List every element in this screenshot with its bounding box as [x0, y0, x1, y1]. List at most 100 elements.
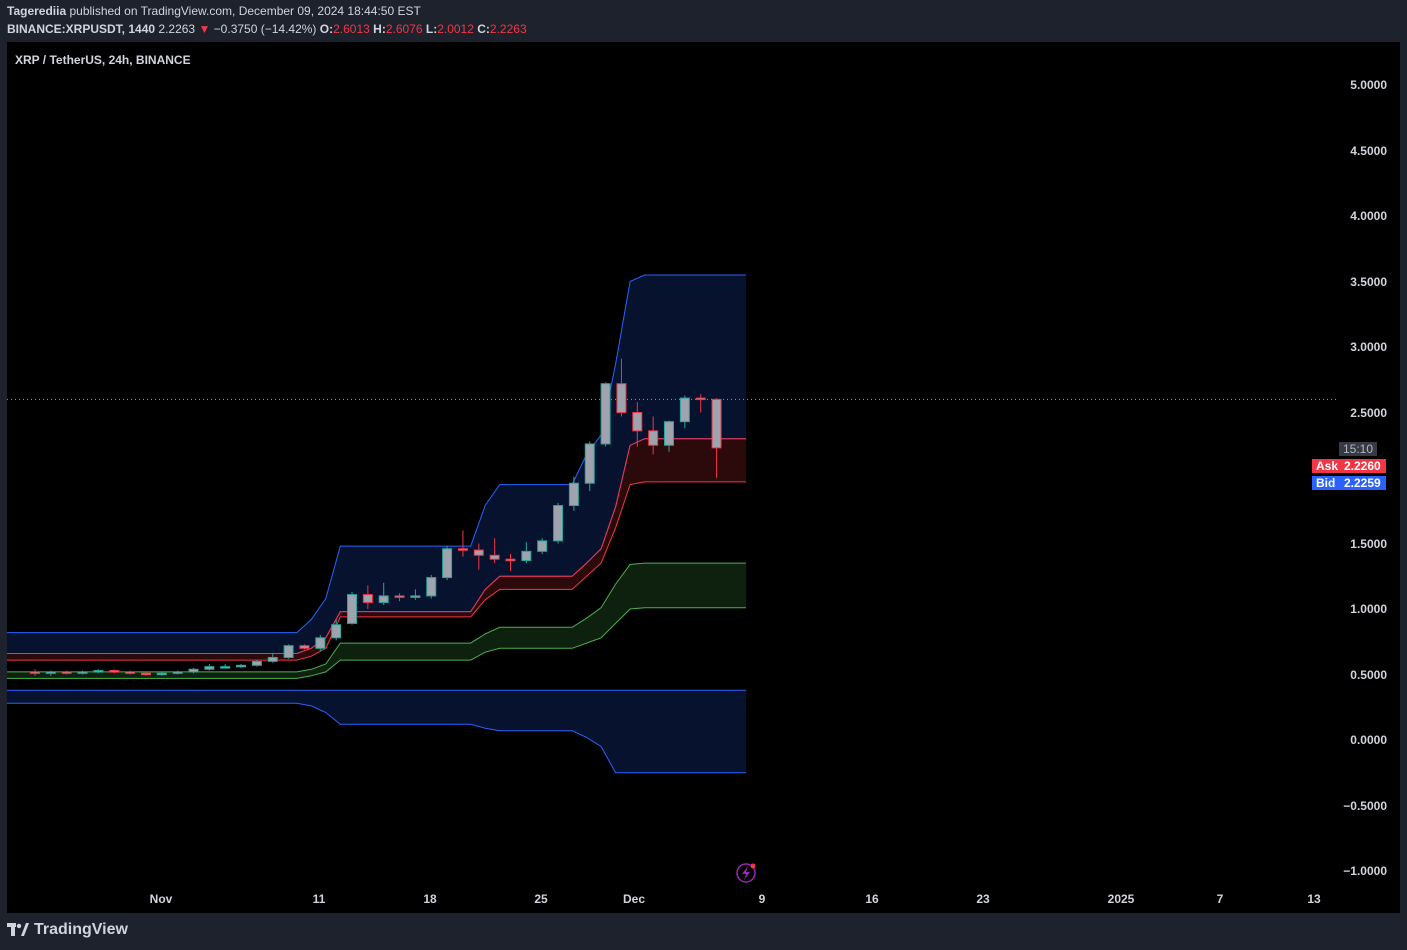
time-axis-label: Dec: [622, 892, 646, 906]
chart-area[interactable]: [7, 44, 1400, 913]
bar-countdown: 15:10: [1339, 442, 1378, 456]
candle-body: [679, 397, 690, 423]
tradingview-logo[interactable]: TradingView: [7, 921, 128, 939]
high-value: 2.6076: [385, 22, 423, 36]
candle-body: [30, 671, 40, 674]
lower-band-fill: [7, 690, 746, 773]
price-axis-label: 3.5000: [1350, 274, 1387, 289]
symbol-interval: BINANCE:XRPUSDT, 1440: [7, 22, 156, 36]
price-change: −0.3750 (−14.42%): [213, 22, 317, 36]
price-axis-label: 3.0000: [1350, 340, 1387, 354]
green-band-bottom-line: [7, 607, 746, 679]
candle-body: [172, 671, 183, 674]
candle-body: [45, 671, 56, 674]
candle-body: [378, 595, 389, 603]
candle-body: [457, 548, 468, 551]
candle-body: [394, 595, 405, 598]
candle-body: [568, 482, 579, 507]
header-bar: Tagerediia published on TradingView.com,…: [0, 0, 1407, 42]
candle-body: [204, 666, 215, 670]
chart-symbol-title: XRP / TetherUS, 24h, BINANCE: [15, 53, 191, 67]
candle-body: [283, 645, 294, 658]
candle-body: [648, 430, 659, 446]
candle-body: [125, 671, 136, 674]
time-axis-label: Nov: [149, 892, 173, 906]
low-value: 2.0012: [437, 22, 474, 36]
candle-body: [236, 664, 247, 668]
bid-price: 2.2259: [1339, 476, 1386, 490]
upper-band-fill: [7, 275, 746, 654]
price-axis-label: −0.5000: [1343, 798, 1387, 813]
candle-body: [442, 548, 453, 579]
price-axis-label: 1.0000: [1350, 602, 1387, 616]
green-band-fill: [7, 563, 746, 679]
candle-body: [600, 383, 611, 445]
price-axis-label: 1.5000: [1350, 536, 1387, 551]
candle-body: [489, 554, 500, 560]
candle-body: [315, 637, 326, 649]
down-arrow-icon: ▼: [198, 22, 211, 36]
low-label: L:: [425, 22, 438, 36]
candle-body: [664, 421, 674, 446]
author-name[interactable]: Tagerediia: [7, 4, 67, 18]
candle-body: [426, 577, 437, 597]
candle-body: [521, 550, 532, 562]
candle-body: [632, 412, 643, 432]
candle-body: [553, 505, 564, 542]
time-axis-label: 11: [312, 892, 326, 906]
tradingview-logo-icon: [7, 923, 29, 936]
ask-label: Ask: [1312, 459, 1343, 473]
frame-right: [1400, 42, 1407, 914]
price-axis-label: 0.5000: [1350, 667, 1387, 682]
lower-band-bottom-line: [7, 702, 746, 774]
time-axis-label: 16: [865, 892, 879, 906]
close-value: 2.2263: [489, 22, 527, 36]
candle-body: [410, 595, 421, 598]
open-label: O:: [319, 22, 334, 36]
candle-body: [537, 540, 548, 552]
price-axis-label: 4.0000: [1350, 209, 1387, 223]
candle-body: [362, 594, 373, 603]
candle-body: [695, 397, 706, 401]
candle-body: [220, 666, 231, 669]
candle-body: [61, 671, 72, 674]
lightning-icon: [736, 863, 756, 883]
publish-text: published on TradingView.com, December 0…: [66, 4, 421, 18]
high-label: H:: [373, 22, 386, 36]
candle-body: [93, 670, 104, 673]
candle-body: [156, 672, 167, 676]
price-axis-label: 4.5000: [1350, 143, 1387, 158]
candle-body: [711, 398, 722, 449]
candle-body: [251, 660, 262, 666]
candle-body: [616, 383, 627, 413]
candle-body: [188, 668, 199, 673]
lightning-bolt-icon: [742, 866, 750, 880]
mid-band-top-line: [7, 438, 746, 654]
price-axis-label: 0.0000: [1350, 733, 1387, 747]
frame-left: [0, 42, 7, 914]
last-price: 2.2263: [158, 22, 196, 36]
time-axis-label: 13: [1307, 892, 1321, 906]
candle-body: [77, 671, 88, 674]
candle-body: [109, 670, 120, 673]
time-axis-label: 9: [758, 892, 766, 906]
open-value: 2.6013: [333, 22, 370, 36]
time-axis-label: 25: [534, 892, 548, 906]
candle-body: [267, 656, 278, 662]
price-axis-label: −1.0000: [1343, 864, 1387, 878]
time-axis-label: 18: [423, 892, 437, 906]
footer-bar: [0, 913, 1407, 950]
time-axis-label: 2025: [1107, 892, 1135, 906]
ohlc-legend: BINANCE:XRPUSDT, 1440 2.2263 ▼ −0.3750 (…: [7, 22, 527, 36]
time-axis-label: 23: [976, 892, 990, 906]
candle-body: [473, 549, 484, 556]
candle-body: [140, 672, 151, 676]
price-axis-label: 2.5000: [1350, 405, 1387, 420]
bid-label: Bid: [1312, 476, 1340, 490]
candle-body: [505, 558, 516, 562]
candle-body: [299, 645, 310, 649]
candle-body: [331, 624, 342, 639]
price-axis-label: 5.0000: [1350, 78, 1387, 92]
mid-band-fill: [7, 438, 746, 661]
